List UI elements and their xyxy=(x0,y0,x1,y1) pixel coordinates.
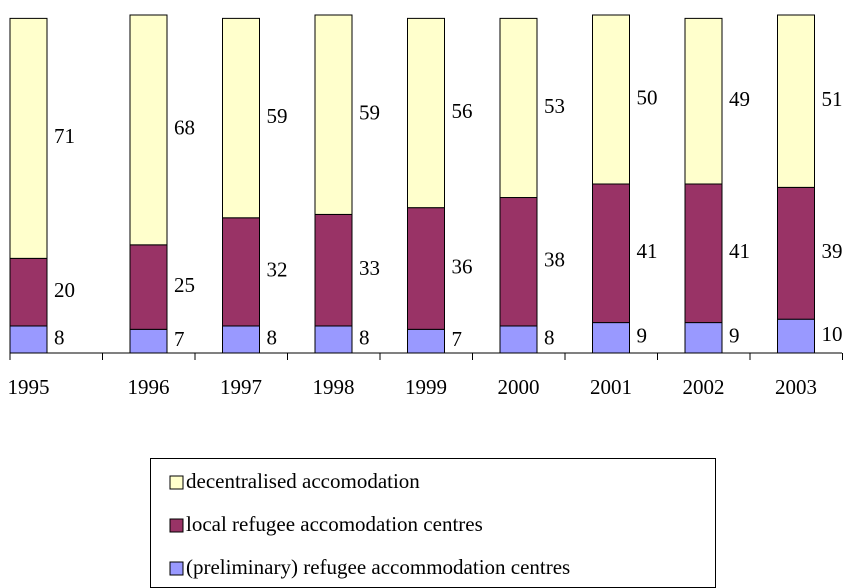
value-label: 9 xyxy=(637,324,648,348)
value-label: 8 xyxy=(54,325,65,349)
bar-segment xyxy=(684,183,723,324)
x-tick-label: 1999 xyxy=(405,375,447,399)
value-label: 36 xyxy=(452,254,473,278)
bar-segment xyxy=(777,14,815,188)
value-label: 10 xyxy=(822,322,843,346)
bar-segment xyxy=(499,17,538,199)
value-label: 8 xyxy=(267,325,278,349)
value-label: 41 xyxy=(637,239,658,263)
value-label: 7 xyxy=(452,327,463,351)
value-label: 38 xyxy=(544,248,565,272)
value-label: 25 xyxy=(174,273,195,297)
bar-segment xyxy=(407,207,445,330)
value-label: 59 xyxy=(359,101,380,125)
bar-segment xyxy=(129,328,168,354)
bar-segment xyxy=(9,257,48,327)
bar-segment xyxy=(777,186,815,320)
x-tick-label: 1995 xyxy=(8,375,50,399)
bar-segment xyxy=(129,14,168,246)
x-tick-label: 2002 xyxy=(683,375,725,399)
value-label: 32 xyxy=(267,258,288,282)
value-label: 41 xyxy=(729,239,750,263)
legend-swatch xyxy=(169,475,184,490)
bar-segment xyxy=(222,325,260,354)
bar-segment xyxy=(777,318,815,354)
x-tick-label: 2000 xyxy=(498,375,540,399)
value-label: 59 xyxy=(267,104,288,128)
value-label: 53 xyxy=(544,94,565,118)
bar-segment xyxy=(314,14,353,215)
value-label: 51 xyxy=(822,87,843,111)
bar-segment xyxy=(407,328,445,354)
legend-label: (preliminary) refugee accommodation cent… xyxy=(186,555,570,579)
x-tick-label: 1996 xyxy=(128,375,170,399)
legend-swatch xyxy=(169,561,184,576)
bar-segment xyxy=(314,325,353,354)
x-tick-label: 2003 xyxy=(775,375,817,399)
value-label: 7 xyxy=(174,327,185,351)
bar-segment xyxy=(407,17,445,209)
value-label: 9 xyxy=(729,324,740,348)
bar-segment xyxy=(592,322,630,354)
bar-segment xyxy=(9,17,48,259)
value-label: 56 xyxy=(452,99,473,123)
bar-segment xyxy=(314,213,353,327)
value-label: 33 xyxy=(359,256,380,280)
value-label: 49 xyxy=(729,87,750,111)
value-label: 68 xyxy=(174,116,195,140)
value-label: 20 xyxy=(54,278,75,302)
legend-label: local refugee accomodation centres xyxy=(186,512,483,536)
bar-segment xyxy=(222,17,260,219)
value-label: 39 xyxy=(822,239,843,263)
bar-segment xyxy=(222,217,260,327)
x-tick-label: 2001 xyxy=(590,375,632,399)
value-label: 71 xyxy=(54,124,75,148)
bar-segment xyxy=(499,197,538,327)
legend-label: decentralised accomodation xyxy=(186,469,420,493)
value-label: 8 xyxy=(544,325,555,349)
bar-segment xyxy=(129,244,168,330)
value-label: 50 xyxy=(637,85,658,109)
legend-swatch xyxy=(169,518,184,533)
value-label: 8 xyxy=(359,325,370,349)
bar-segment xyxy=(592,183,630,324)
bar-segment xyxy=(9,325,48,354)
bar-segment xyxy=(684,17,723,185)
x-tick-label: 1998 xyxy=(313,375,355,399)
bar-segment xyxy=(499,325,538,354)
bar-segment xyxy=(592,14,630,185)
x-tick-label: 1997 xyxy=(220,375,262,399)
bar-segment xyxy=(684,322,723,354)
